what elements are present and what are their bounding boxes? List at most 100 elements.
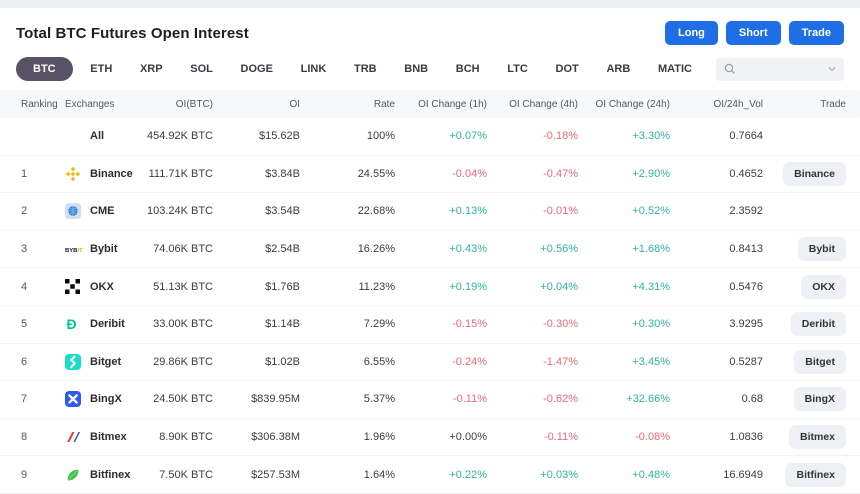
trade-bybit-button[interactable]: Bybit — [797, 237, 846, 262]
oi-change-4h-cell: -0.01% — [543, 205, 578, 218]
column-header-ranking: Ranking — [21, 98, 58, 110]
oi-change-1h-cell: +0.19% — [449, 280, 487, 293]
oi-btc-cell: 51.13K BTC — [153, 280, 213, 293]
tab-bch[interactable]: BCH — [446, 57, 490, 81]
title-bar: Total BTC Futures Open Interest Long Sho… — [0, 8, 860, 54]
top-strip — [0, 0, 860, 8]
search-input[interactable] — [742, 62, 822, 76]
oi-24h-vol-cell: 0.5287 — [729, 355, 763, 368]
oi-change-4h-cell: -1.47% — [543, 355, 578, 368]
table-row: 1 Binance 111.71K BTC $3.84B 24.55% -0.04% -0.… — [0, 155, 860, 194]
exchange-cell: Binance — [48, 166, 133, 182]
trade-binance-button[interactable]: Binance — [783, 161, 846, 186]
exchange-cell: BYB IT Bybit — [48, 241, 130, 257]
long-button[interactable]: Long — [665, 21, 718, 45]
tab-sol[interactable]: SOL — [180, 57, 223, 81]
exchange-cell: OKX — [48, 279, 130, 295]
rate-cell: 16.26% — [357, 243, 395, 256]
exchange-cell: BingX — [48, 391, 130, 408]
trade-bingx-button[interactable]: BingX — [793, 387, 846, 412]
oi-change-1h-cell: +0.00% — [449, 431, 487, 444]
rate-cell: 24.55% — [357, 167, 395, 180]
tab-link[interactable]: LINK — [291, 57, 337, 81]
oi-usd-cell: $2.54B — [265, 243, 300, 256]
exchange-cell: All — [48, 128, 130, 144]
exchange-name: Bitget — [90, 355, 122, 368]
trade-okx-button[interactable]: OKX — [801, 274, 846, 299]
table-row: 5 Đ Deribit 33.00K BTC $1.14B 7.29% -0.15% -0.3… — [0, 305, 860, 344]
trade-cell: Bitfinex — [763, 462, 860, 487]
coin-tabs: BTC ETH XRP SOL DOGE LINK TRB BNB BCH LTC DOT ARB MA… — [16, 57, 702, 81]
oi-change-24h-cell: +0.48% — [632, 468, 670, 481]
exchange-name: Bitfinex — [90, 468, 131, 481]
column-header-rate: Rate — [373, 98, 395, 110]
tab-eth[interactable]: ETH — [80, 57, 122, 81]
exchange-name: CME — [90, 205, 115, 218]
trade-bitget-button[interactable]: Bitget — [794, 349, 846, 374]
exchange-cell: CME — [48, 203, 130, 220]
tab-dot[interactable]: DOT — [546, 57, 589, 81]
table-row: 2 CME 103.24K BTC $3.54B 22.68% +0.13% -0.01% +… — [0, 193, 860, 231]
oi-change-4h-cell: -0.47% — [543, 167, 578, 180]
oi-change-24h-cell: +0.52% — [632, 205, 670, 218]
oi-usd-cell: $1.02B — [265, 355, 300, 368]
exchange-name: Deribit — [90, 318, 125, 331]
ranking-cell: 3 — [20, 243, 28, 256]
oi-usd-cell: $3.84B — [265, 167, 300, 180]
page-title: Total BTC Futures Open Interest — [16, 24, 249, 42]
trade-cell: Bybit — [763, 237, 860, 262]
oi-change-24h-cell: +3.45% — [632, 355, 670, 368]
rate-cell: 22.68% — [357, 205, 395, 218]
ranking-cell: 5 — [20, 318, 28, 331]
oi-24h-vol-cell: 2.3592 — [729, 205, 763, 218]
trade-bitfinex-button[interactable]: Bitfinex — [785, 462, 846, 487]
tab-matic[interactable]: MATIC — [648, 57, 702, 81]
oi-usd-cell: $257.53M — [251, 468, 300, 481]
oi-usd-cell: $1.14B — [265, 318, 300, 331]
binance-icon — [65, 166, 85, 182]
bitfinex-icon — [65, 467, 85, 483]
tab-doge[interactable]: DOGE — [231, 57, 283, 81]
trade-bitmex-button[interactable]: Bitmex — [788, 425, 846, 450]
oi-change-1h-cell: +0.13% — [449, 205, 487, 218]
tab-ltc[interactable]: LTC — [497, 57, 538, 81]
okx-icon — [65, 279, 85, 295]
tab-arb[interactable]: ARB — [596, 57, 640, 81]
trade-cell: OKX — [763, 274, 860, 299]
oi-btc-cell: 454.92K BTC — [146, 130, 213, 143]
trade-cell: Bitget — [763, 349, 860, 374]
exchange-name: Bybit — [90, 243, 118, 256]
ranking-cell: 6 — [20, 355, 28, 368]
trade-deribit-button[interactable]: Deribit — [790, 312, 846, 337]
tab-bnb[interactable]: BNB — [394, 57, 438, 81]
rate-cell: 11.23% — [358, 280, 396, 293]
exchange-cell: Bitget — [48, 353, 130, 370]
short-button[interactable]: Short — [725, 21, 781, 45]
exchange-name: Bitmex — [90, 431, 127, 444]
oi-change-1h-cell: +0.22% — [449, 468, 487, 481]
ranking-cell: 8 — [20, 431, 28, 444]
chevron-down-icon[interactable] — [828, 66, 836, 72]
oi-change-1h-cell: +0.43% — [449, 243, 487, 256]
tab-trb[interactable]: TRB — [344, 57, 387, 81]
oi-change-24h-cell: -0.08% — [635, 431, 670, 444]
oi-change-1h-cell: -0.15% — [452, 318, 487, 331]
table-row: All 454.92K BTC $15.62B 100% +0.07% -0.18% +3.… — [0, 118, 860, 156]
oi-btc-cell: 111.71K BTC — [148, 167, 213, 180]
svg-text:BYB: BYB — [65, 248, 77, 254]
tab-btc[interactable]: BTC — [16, 57, 73, 81]
oi-change-4h-cell: -0.62% — [543, 393, 578, 406]
table-body: All 454.92K BTC $15.62B 100% +0.07% -0.18% +3.… — [0, 118, 860, 494]
oi-btc-cell: 8.90K BTC — [159, 431, 213, 444]
exchange-name: OKX — [90, 280, 114, 293]
oi-change-4h-cell: -0.11% — [543, 431, 578, 444]
tab-xrp[interactable]: XRP — [130, 57, 173, 81]
oi-btc-cell: 103.24K BTC — [146, 205, 213, 218]
oi-24h-vol-cell: 0.68 — [741, 393, 763, 406]
svg-text:Đ: Đ — [67, 316, 77, 332]
search-box[interactable] — [716, 57, 844, 81]
oi-btc-cell: 29.86K BTC — [153, 355, 213, 368]
oi-usd-cell: $306.38M — [251, 431, 300, 444]
trade-button[interactable]: Trade — [788, 21, 844, 45]
